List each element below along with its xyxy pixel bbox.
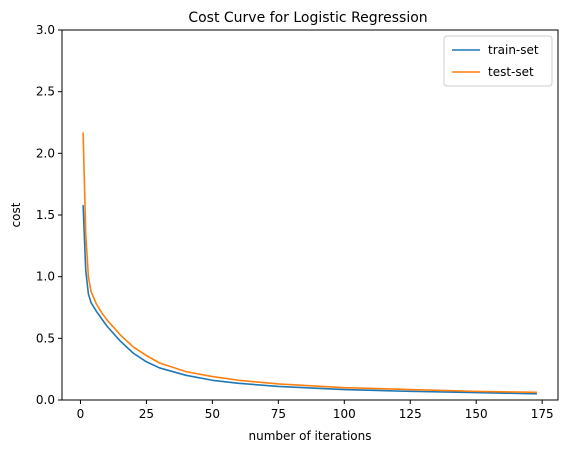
y-tick-label: 3.0 xyxy=(36,23,55,37)
x-tick-label: 25 xyxy=(139,407,154,421)
y-axis-label: cost xyxy=(9,202,23,227)
chart-title: Cost Curve for Logistic Regression xyxy=(188,10,427,26)
legend-label-test-set: test-set xyxy=(488,65,534,79)
y-tick-label: 1.5 xyxy=(36,208,55,222)
x-tick-label: 175 xyxy=(531,407,554,421)
series-line-test-set xyxy=(82,132,537,394)
y-tick-label: 2.5 xyxy=(36,85,55,99)
series-line-train-set xyxy=(82,205,537,395)
x-tick-label: 125 xyxy=(399,407,422,421)
x-tick-label: 50 xyxy=(205,407,220,421)
x-axis-ticks: 0 25 50 75 100 125 150 175 xyxy=(77,400,554,421)
legend: train-set test-set xyxy=(443,35,553,87)
y-tick-label: 0.0 xyxy=(36,393,55,407)
x-tick-label: 100 xyxy=(333,407,356,421)
y-tick-label: 2.0 xyxy=(36,146,55,160)
y-tick-label: 1.0 xyxy=(36,270,55,284)
legend-box xyxy=(443,35,553,87)
x-tick-label: 150 xyxy=(465,407,488,421)
legend-label-train-set: train-set xyxy=(488,43,539,57)
y-axis-ticks: 0.0 0.5 1.0 1.5 2.0 2.5 3.0 xyxy=(36,23,62,407)
x-axis-label: number of iterations xyxy=(249,429,372,443)
plot-area xyxy=(82,132,537,395)
x-tick-label: 0 xyxy=(77,407,85,421)
y-tick-label: 0.5 xyxy=(36,331,55,345)
x-tick-label: 75 xyxy=(271,407,286,421)
